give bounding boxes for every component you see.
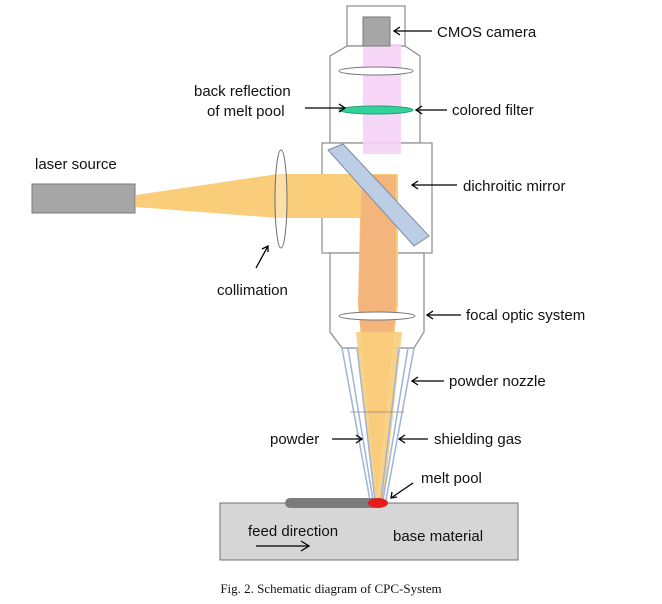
- label-dichroitic-mirror: dichroitic mirror: [463, 178, 566, 195]
- cmos-camera-body: [362, 16, 391, 47]
- back-reflection-beam: [363, 44, 401, 154]
- annotation-arrows: [255, 26, 461, 552]
- focused-beam-cone: [356, 332, 402, 500]
- dichroitic-mirror-plate: [327, 143, 430, 247]
- figure-caption: Fig. 2. Schematic diagram of CPC-System: [220, 581, 441, 596]
- collimation-lens: [274, 149, 288, 249]
- arrowhead-powder: [355, 434, 364, 444]
- arrowhead-dichroitic-mirror: [410, 180, 419, 190]
- label-focal-optic-system: focal optic system: [466, 307, 585, 324]
- label-back-reflection-line2: of melt pool: [207, 103, 285, 120]
- arrowhead-back-reflection: [338, 103, 347, 113]
- arrowhead-cmos-camera: [392, 26, 401, 36]
- powder-nozzle: [341, 347, 415, 501]
- label-cmos-camera: CMOS camera: [437, 24, 537, 41]
- arrowhead-shielding-gas: [397, 434, 406, 444]
- arrowhead-collimation: [261, 244, 269, 252]
- arrowhead-powder-nozzle: [410, 376, 419, 386]
- arrowhead-melt-pool: [390, 491, 398, 499]
- label-collimation: collimation: [217, 282, 288, 299]
- label-base-material: base material: [393, 528, 483, 545]
- melt-pool-spot: [368, 498, 388, 508]
- deposited-track: [285, 498, 379, 508]
- base-material-block: [219, 502, 519, 561]
- laser-beam-horizontal: [136, 174, 360, 218]
- focal-lens: [338, 311, 416, 321]
- label-powder-nozzle: powder nozzle: [449, 373, 546, 390]
- arrow-collimation: [255, 245, 269, 269]
- arrowhead-colored-filter: [414, 105, 423, 115]
- label-shielding-gas: shielding gas: [434, 431, 522, 448]
- upper-lens: [338, 66, 414, 76]
- arrow-melt-pool: [390, 482, 414, 499]
- colored-filter-disc: [338, 105, 414, 115]
- laser-source-box: [31, 183, 136, 214]
- label-powder: powder: [270, 431, 319, 448]
- arrowhead-focal-optic: [425, 310, 434, 320]
- label-colored-filter: colored filter: [452, 102, 534, 119]
- label-melt-pool: melt pool: [421, 470, 482, 487]
- label-laser-source: laser source: [35, 156, 117, 173]
- label-feed-direction: feed direction: [248, 523, 338, 540]
- label-back-reflection-line1: back reflection: [194, 83, 291, 100]
- arrowhead-feed-direction: [300, 540, 311, 552]
